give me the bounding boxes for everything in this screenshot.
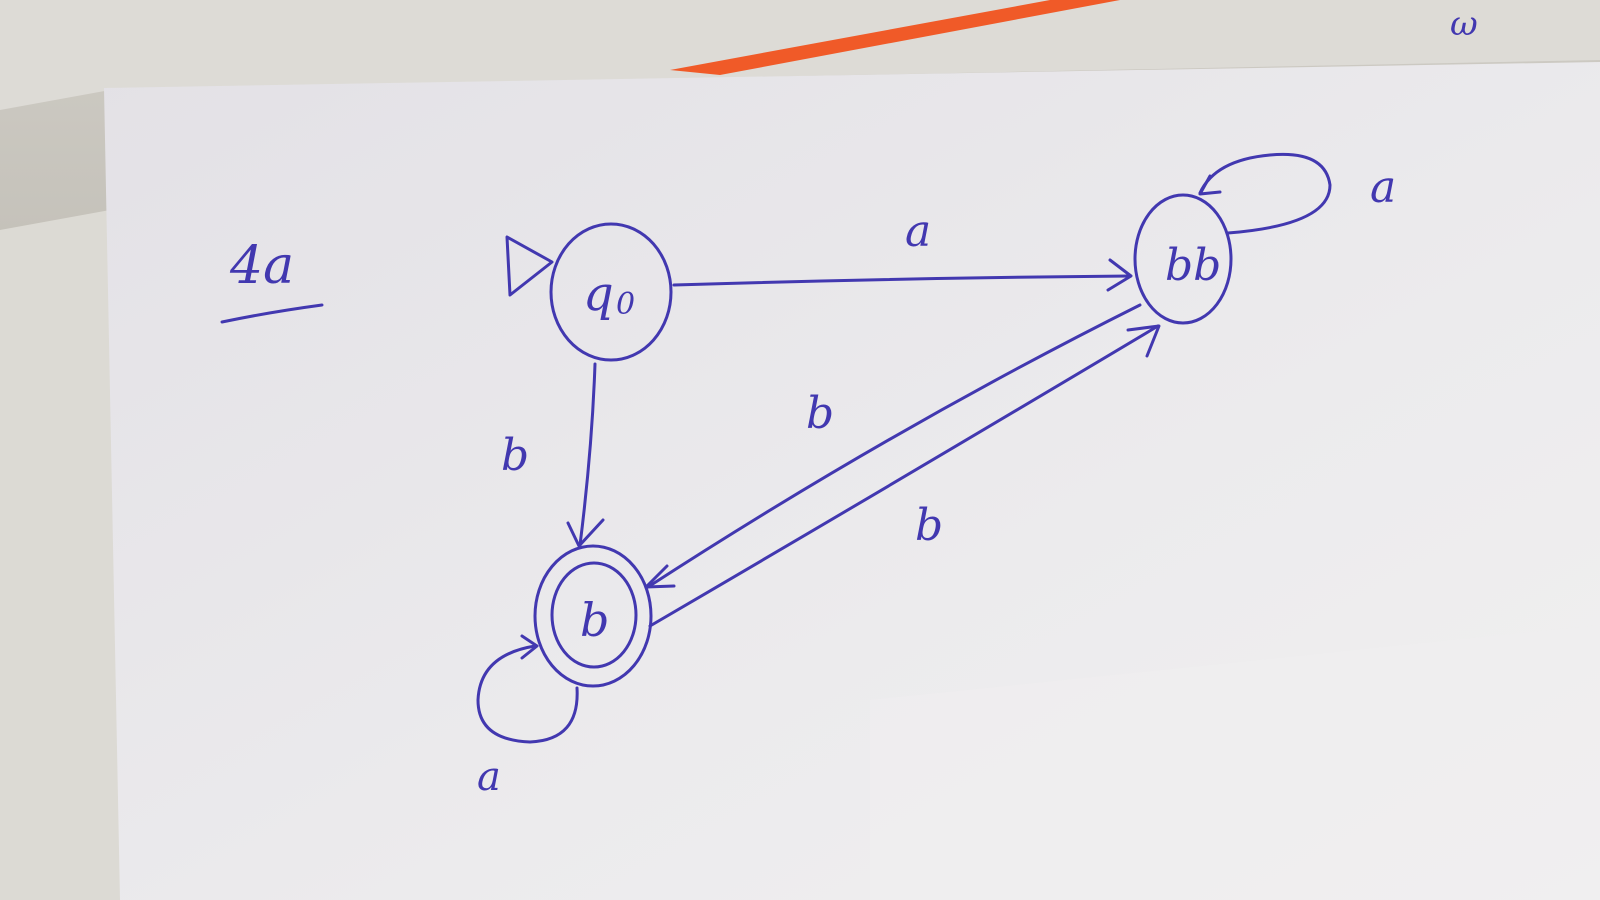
orange-pen	[670, 0, 1120, 75]
edge-b-bb-label: b	[915, 500, 943, 551]
edge-bb-self-loop-label: a	[1370, 162, 1396, 213]
state-b-inner	[550, 561, 638, 669]
state-b-label: b	[580, 593, 609, 647]
start-arrow-icon	[505, 235, 554, 297]
edge-b-bb-arrowhead-icon	[1126, 324, 1161, 358]
state-q0-subscript: 0	[616, 287, 635, 322]
edge-q0-bb	[672, 274, 1132, 287]
edge-bb-self-loop	[1198, 152, 1332, 235]
edge-bb-b-arrowhead-icon	[644, 564, 676, 589]
edge-bb-b	[646, 303, 1142, 589]
edge-q0-bb-arrowhead-icon	[1106, 258, 1133, 292]
edge-q0-b	[578, 362, 597, 547]
edge-bb-b-label: b	[806, 388, 834, 439]
edge-q0-b-arrowhead-icon	[566, 518, 605, 548]
paper-fold-shadow	[870, 625, 1600, 900]
problem-label-underline	[220, 303, 324, 324]
edge-b-bb	[648, 324, 1160, 628]
state-q0	[549, 222, 673, 362]
state-b-outer	[533, 544, 653, 688]
state-bb-label: bb	[1165, 240, 1221, 291]
edge-q0-b-label: b	[501, 430, 529, 481]
edge-b-self-loop-arrowhead-icon	[520, 634, 539, 660]
problem-label: 4a	[229, 236, 294, 296]
state-q0-label: q	[583, 266, 614, 322]
underlying-paper	[0, 210, 130, 900]
edge-b-self-loop-label: a	[477, 754, 501, 800]
edge-b-self-loop	[476, 644, 579, 744]
state-bb	[1133, 193, 1233, 325]
edge-q0-bb-label: a	[905, 206, 931, 257]
corner-mark: ω	[1450, 4, 1478, 44]
edge-bb-self-loop-arrowhead-icon	[1198, 174, 1222, 196]
